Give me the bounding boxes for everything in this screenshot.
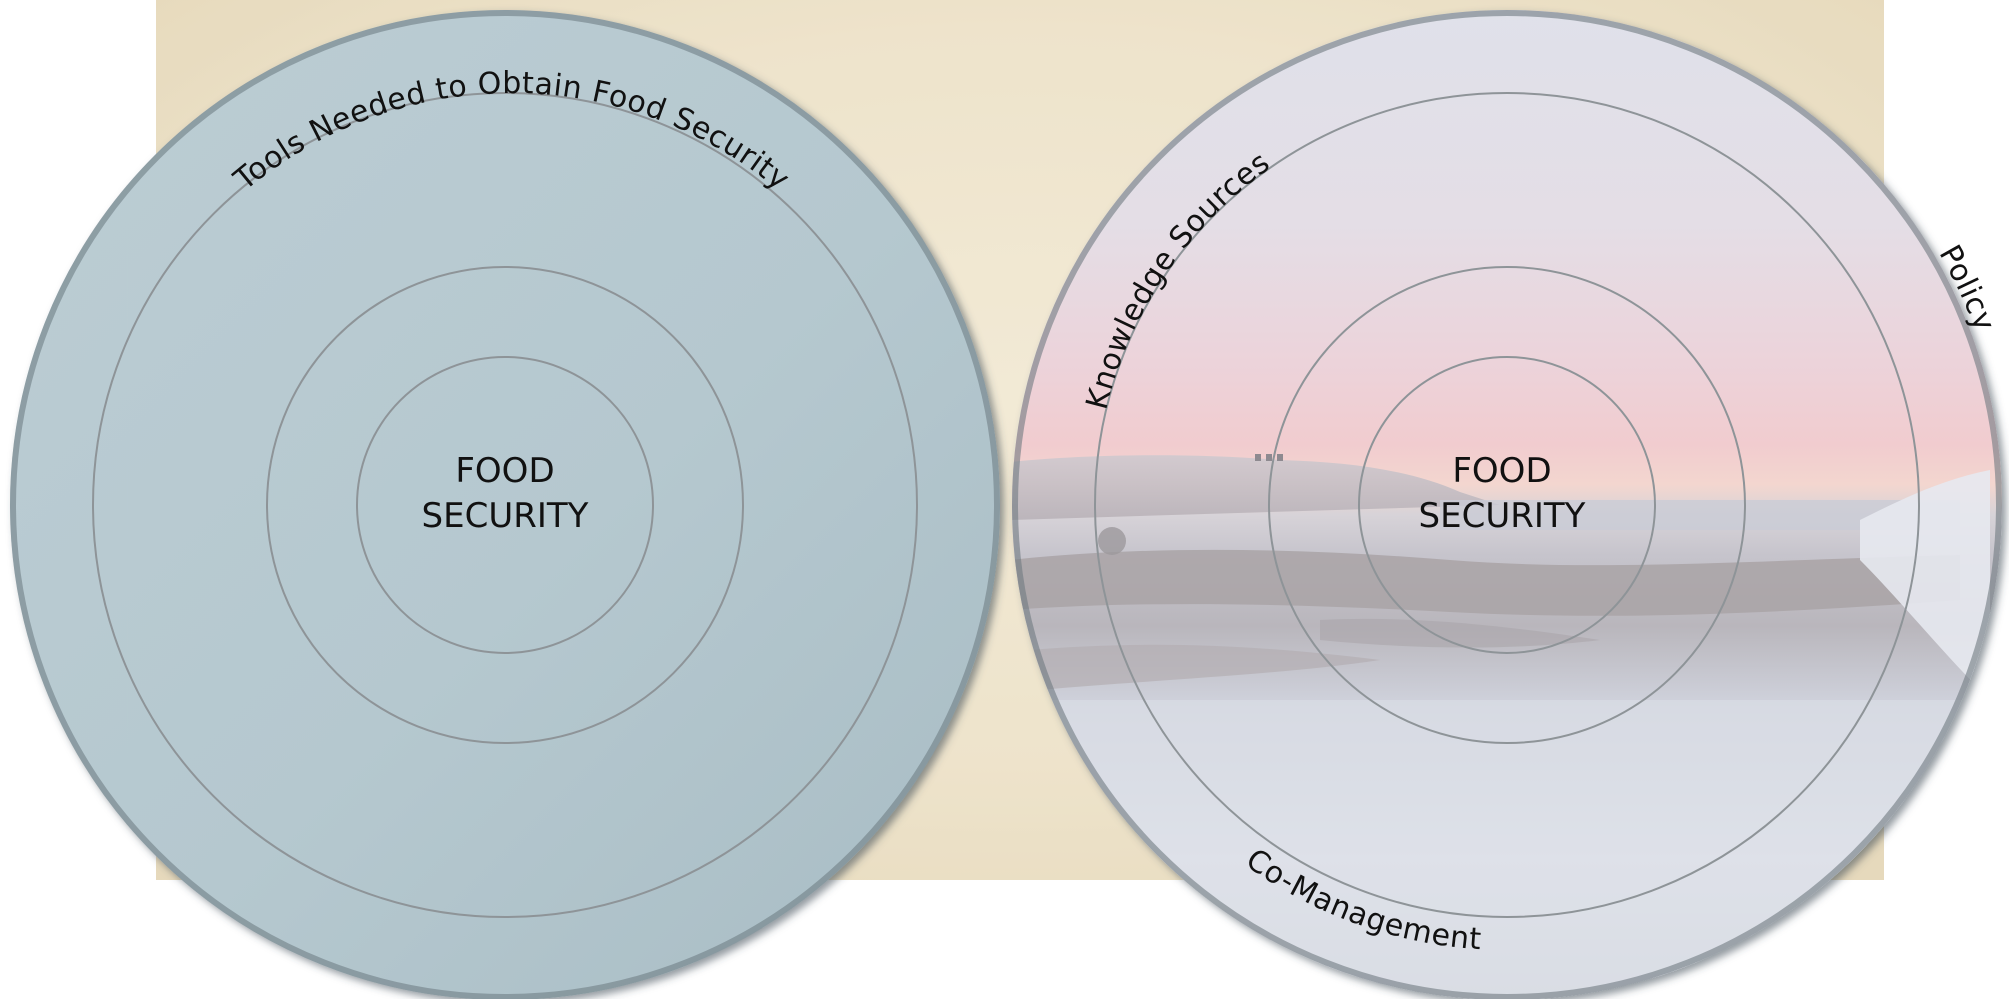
tundra-band: [1012, 549, 1960, 616]
left-center-line1: FOOD: [455, 451, 554, 491]
right-ring-inner: [1358, 356, 1656, 654]
snow-slope: [1860, 470, 1990, 700]
tundra-patch: [1030, 644, 1380, 690]
left-center-line2: SECURITY: [422, 496, 589, 536]
left-ring-inner: [356, 356, 654, 654]
hill-building: [1255, 454, 1261, 461]
left-ring-middle: [266, 266, 744, 744]
right-disc-rim: [1012, 10, 2002, 1000]
hill-building: [1277, 454, 1283, 461]
right-center-line1: FOOD: [1452, 451, 1551, 491]
right-center-line2: SECURITY: [1419, 496, 1586, 536]
left-disc-rim: [10, 10, 1000, 1000]
hill: [1012, 455, 1500, 520]
left-ring-outer: [92, 92, 918, 918]
left-disc: [10, 10, 1000, 1000]
right-ring-outer: [1094, 92, 1920, 918]
bush: [1098, 527, 1126, 555]
right-ring-middle: [1268, 266, 1746, 744]
tundra-patch: [1320, 618, 1600, 648]
left-diagram: Tools Needed to Obtain Food Security FOO…: [10, 10, 1000, 1000]
hill-building: [1266, 454, 1272, 461]
